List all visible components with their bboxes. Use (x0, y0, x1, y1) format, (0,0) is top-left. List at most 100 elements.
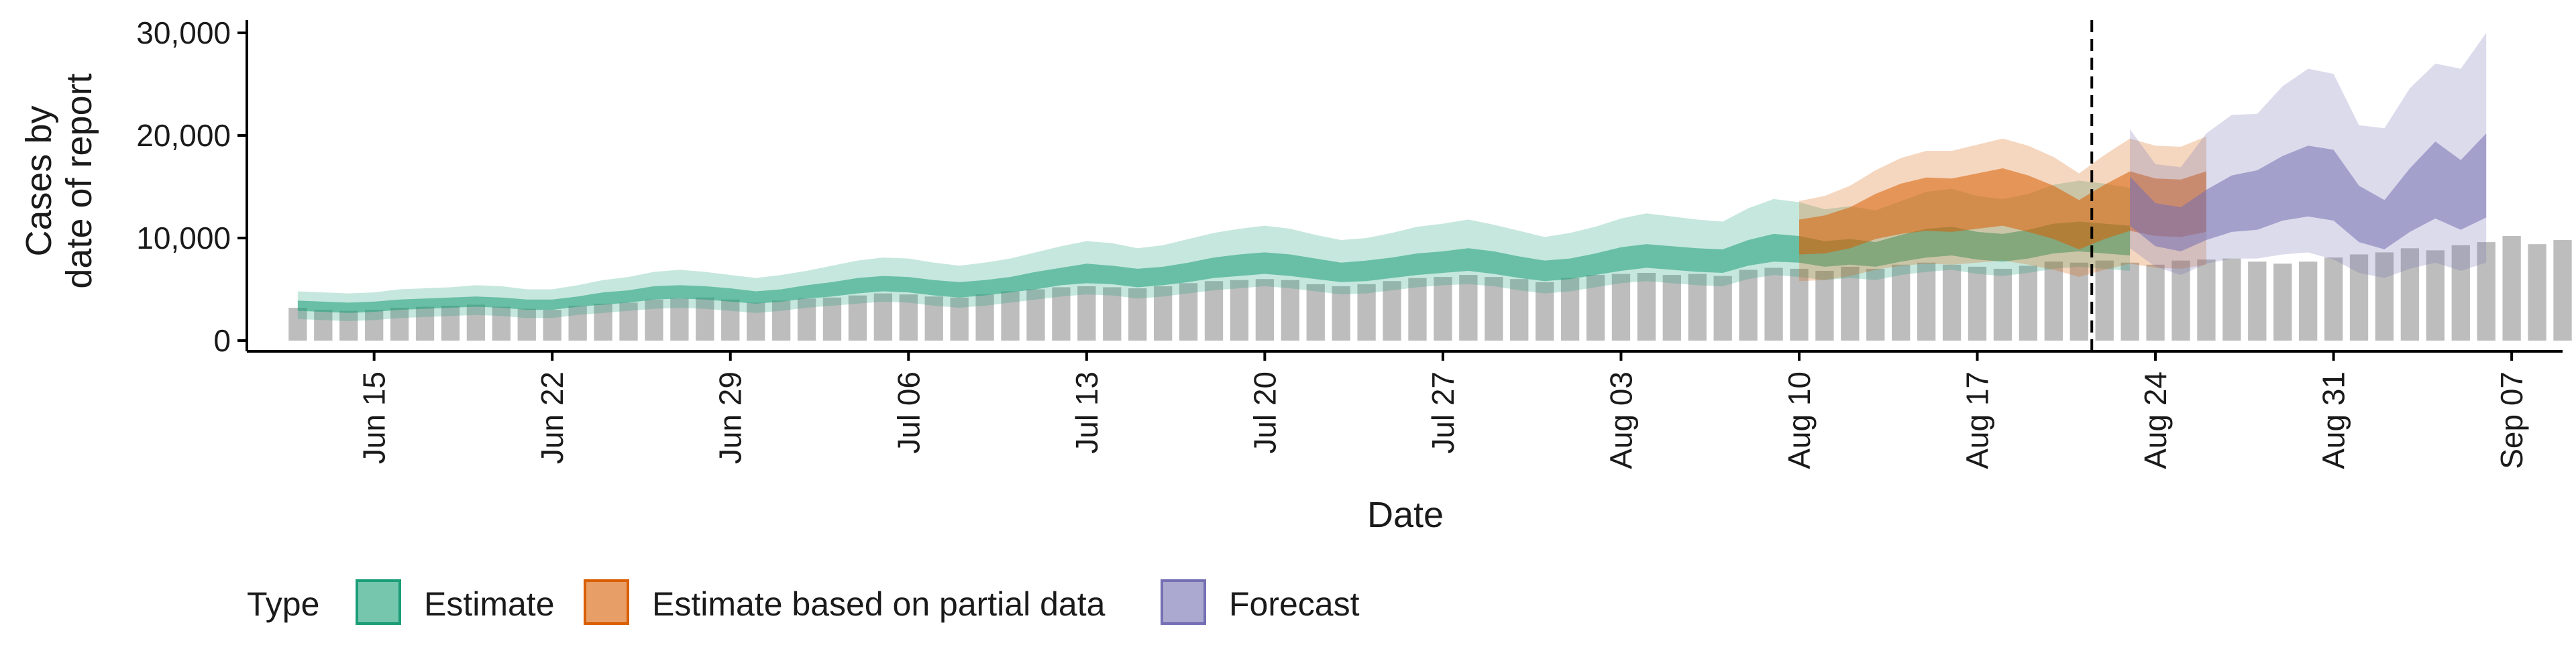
reported-cases-bar (543, 310, 561, 341)
reported-cases-bar (1434, 277, 1452, 341)
x-tick-label: Jul 20 (1247, 371, 1282, 454)
reported-cases-bar (339, 310, 358, 341)
estimate-ribbons (297, 33, 2487, 321)
reported-cases-bar (747, 302, 765, 341)
y-tick-label: 30,000 (136, 15, 231, 50)
legend: Type Estimate Estimate based on partial d… (247, 579, 1360, 625)
y-tick-label: 10,000 (136, 221, 231, 255)
y-axis-title-line-1: Cases by (19, 105, 59, 256)
reported-cases-bar (2502, 235, 2521, 341)
reported-cases-bar (466, 304, 486, 341)
reported-cases-bar (1077, 286, 1096, 341)
y-ticks: 0 10,000 20,000 30,000 (136, 15, 247, 358)
reported-cases-bar (288, 308, 307, 341)
reported-cases-bar (797, 298, 816, 341)
reported-cases-bar (2451, 245, 2470, 341)
reported-cases-bar (2349, 254, 2369, 341)
legend-item-label: Estimate based on partial data (652, 585, 1106, 623)
legend-swatch (1161, 579, 1206, 625)
reported-cases-bar (1357, 284, 1376, 341)
x-tick-label: Jul 13 (1069, 371, 1104, 454)
reported-cases-bar (2477, 242, 2496, 341)
legend-swatch (584, 579, 629, 625)
reported-cases-bar (1408, 278, 1427, 341)
x-tick-label: Jul 06 (891, 371, 926, 454)
reported-cases-bar (950, 297, 969, 341)
legend-swatch (356, 579, 401, 625)
reported-cases-bar (1026, 289, 1045, 341)
reported-cases-bar (1204, 281, 1224, 341)
reported-cases-bar (873, 293, 893, 341)
reported-cases-bar (771, 300, 791, 341)
reported-cases-bar (1103, 287, 1122, 341)
reported-cases-bar (1688, 274, 1707, 341)
reported-cases-bar (1230, 280, 1249, 341)
reported-cases-bar (1942, 264, 1962, 341)
reported-cases-bars (288, 235, 2572, 341)
reported-cases-bar (1866, 268, 1885, 341)
reported-cases-bar (1917, 262, 1936, 341)
reported-cases-bar (1764, 268, 1783, 341)
reported-cases-bar (1637, 273, 1656, 341)
reported-cases-bar (2095, 260, 2114, 341)
reported-cases-bar (2121, 262, 2139, 341)
x-tick-label: Aug 17 (1960, 371, 1995, 469)
reported-cases-bar (1383, 281, 1401, 341)
reported-cases-bar (1993, 268, 2012, 341)
reported-cases-bar (899, 294, 918, 341)
reported-cases-bar (2044, 261, 2063, 341)
x-tick-label: Aug 03 (1603, 371, 1638, 469)
reported-cases-bar (1841, 266, 1860, 341)
reported-cases-bar (415, 306, 435, 341)
x-tick-label: Aug 24 (2138, 371, 2173, 469)
legend-item-label: Estimate (424, 585, 555, 623)
reported-cases-bar (2070, 262, 2088, 341)
reported-cases-bar (822, 297, 842, 341)
reported-cases-bar (1332, 286, 1350, 341)
estimate-outer-interval (297, 180, 2131, 321)
forecast-inner-interval (2130, 133, 2487, 251)
reported-cases-bar (1892, 264, 1911, 341)
reported-cases-bar (2197, 259, 2216, 341)
reported-cases-bar (1179, 283, 1198, 341)
reported-cases-bar (1255, 279, 1275, 341)
reported-cases-bar (975, 294, 994, 341)
reported-cases-bar (365, 310, 384, 341)
reported-cases-bar (1281, 280, 1299, 341)
reported-cases-bar (314, 310, 333, 341)
reported-cases-bar (2528, 244, 2546, 341)
reported-cases-bar (1713, 276, 1732, 341)
reported-cases-bar (2324, 257, 2343, 341)
reported-cases-bar (1535, 282, 1554, 341)
reported-cases-bar (2375, 252, 2394, 341)
reported-cases-bar (594, 303, 612, 341)
y-tick-label: 0 (213, 323, 231, 358)
reported-cases-bar (619, 302, 638, 341)
x-tick-label: Jun 15 (357, 371, 392, 464)
reported-cases-bar (2400, 248, 2420, 341)
reported-cases-bar (1459, 275, 1478, 341)
reported-cases-bar (1790, 268, 1809, 341)
x-axis-title: Date (1367, 495, 1444, 535)
reported-cases-bar (1560, 278, 1580, 341)
reported-cases-bar (2273, 263, 2292, 341)
reported-cases-bar (2019, 266, 2038, 341)
reported-cases-bar (1815, 270, 1834, 341)
reported-cases-bar (1001, 291, 1020, 341)
reported-cases-bar (2426, 250, 2445, 341)
x-tick-label: Aug 10 (1782, 371, 1817, 469)
reported-cases-bar (2553, 240, 2572, 341)
reported-cases-bar (1968, 266, 1987, 341)
axes (246, 20, 2563, 353)
x-tick-label: Jul 27 (1426, 371, 1460, 454)
reported-cases-bar (1611, 274, 1631, 341)
x-tick-label: Aug 31 (2316, 371, 2351, 469)
x-tick-label: Jun 29 (713, 371, 748, 464)
reported-cases-bar (721, 299, 740, 341)
legend-item-label: Forecast (1229, 585, 1360, 623)
reported-cases-bar (2299, 261, 2318, 341)
reported-cases-bar (1510, 279, 1529, 341)
reported-cases-bar (1052, 287, 1071, 341)
